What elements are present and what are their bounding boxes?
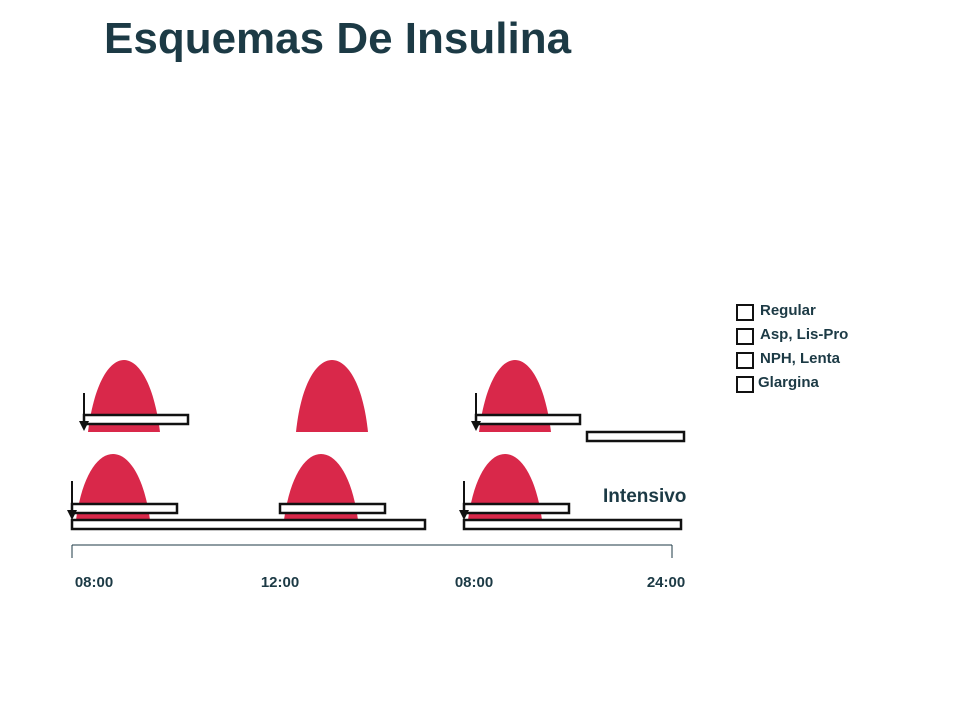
insulin-bar-upper-2 — [474, 413, 582, 426]
insulin-bar-lower-2 — [278, 502, 387, 515]
injection-arrow-icon — [459, 481, 469, 520]
legend-swatch-regular — [736, 304, 754, 321]
legend-swatch-asp-lis-pro — [736, 328, 754, 345]
page-title: Esquemas De Insulina — [104, 14, 572, 63]
insulin-bar-lower-1 — [70, 502, 179, 515]
legend-swatch-glargina — [736, 376, 754, 393]
insulin-bar-upper-3 — [585, 430, 686, 443]
scheme-label: Intensivo — [603, 486, 687, 507]
injection-arrow-icon — [471, 393, 481, 431]
insulin-peak-upper-2 — [296, 360, 368, 432]
time-tick-label: 12:00 — [260, 574, 300, 591]
injection-arrow-icon — [79, 393, 89, 431]
time-tick-label: 24:00 — [646, 574, 686, 591]
insulin-bar-lower-long-1 — [70, 518, 427, 531]
injection-arrow-icon — [67, 481, 77, 520]
insulin-bar-lower-3 — [462, 502, 571, 515]
legend-swatch-nph-lenta — [736, 352, 754, 369]
time-tick-label: 08:00 — [454, 574, 494, 591]
insulin-bar-lower-long-2 — [462, 518, 683, 531]
time-axis — [71, 544, 673, 558]
legend-label-regular: Regular — [760, 302, 816, 319]
time-tick-label: 08:00 — [74, 574, 114, 591]
legend-label-nph-lenta: NPH, Lenta — [760, 350, 841, 367]
legend-label-glargina: Glargina — [758, 374, 819, 391]
insulin-bar-upper-1 — [82, 413, 190, 426]
legend-label-asp-lis-pro: Asp, Lis-Pro — [760, 326, 849, 343]
